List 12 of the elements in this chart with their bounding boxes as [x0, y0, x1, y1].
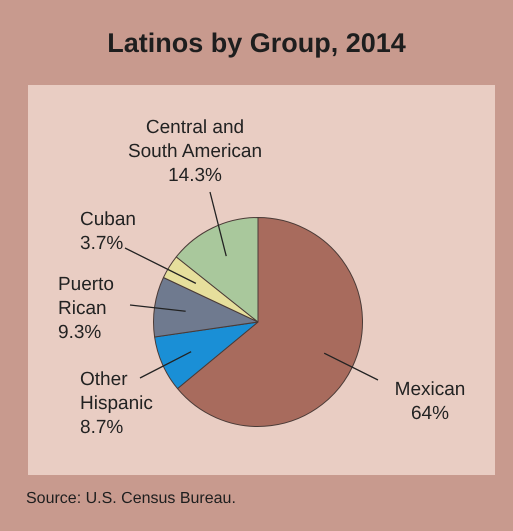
- slice-label: Central and South American: [128, 117, 262, 162]
- source-note: Source: U.S. Census Bureau.: [26, 490, 236, 508]
- data-label: 3.7%: [80, 233, 124, 254]
- slice-label: Puerto Rican: [58, 274, 114, 320]
- slice-label: Mexican: [394, 379, 466, 400]
- data-label: 14.3%: [168, 165, 222, 186]
- slice-label: Cuban: [80, 209, 136, 230]
- data-label: 9.3%: [58, 322, 102, 344]
- data-label: 8.7%: [80, 417, 124, 438]
- chart-title: Latinos by Group, 2014: [106, 28, 407, 59]
- data-label: 64%: [410, 403, 450, 424]
- slice-label: Other Hispanic: [80, 369, 153, 414]
